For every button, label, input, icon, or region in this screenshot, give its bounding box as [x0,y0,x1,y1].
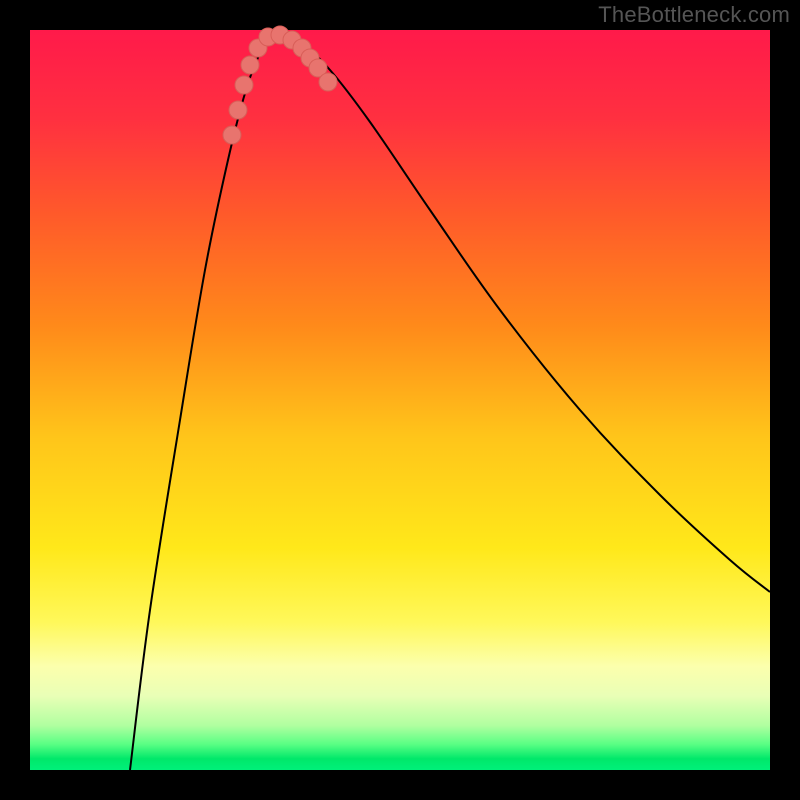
data-marker [319,73,337,91]
data-marker [229,101,247,119]
data-marker [235,76,253,94]
data-marker [241,56,259,74]
data-marker [223,126,241,144]
chart-container: TheBottleneck.com [0,0,800,800]
watermark-text: TheBottleneck.com [598,2,790,28]
plot-area [30,30,770,770]
bottleneck-chart [0,0,800,800]
